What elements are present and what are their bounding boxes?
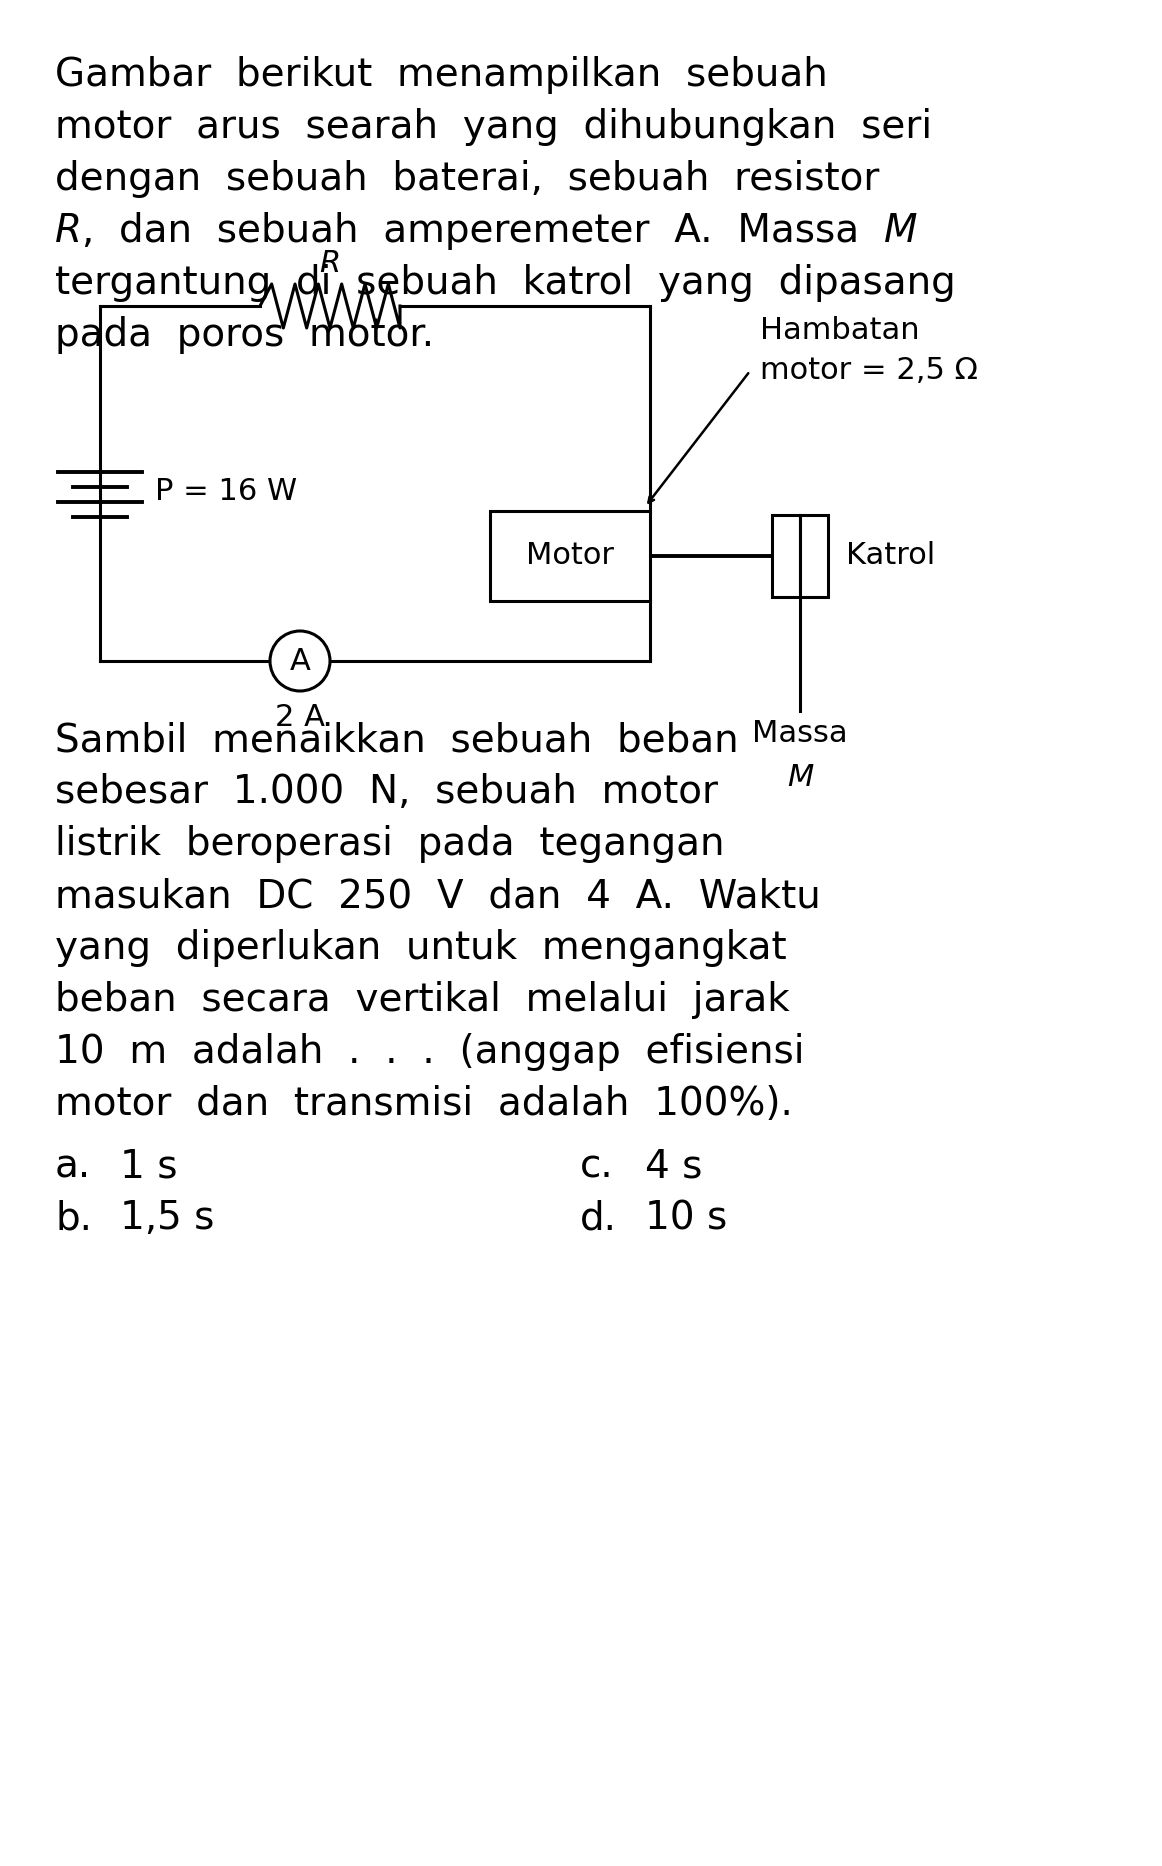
Text: Massa: Massa [752, 718, 848, 748]
Text: R: R [320, 248, 340, 278]
Text: 10 s: 10 s [645, 1200, 727, 1237]
Text: 2 A: 2 A [275, 703, 325, 731]
Text: a.: a. [55, 1148, 92, 1185]
Bar [490, 511, 650, 601]
Text: P = 16 W: P = 16 W [155, 476, 297, 506]
Text: tergantung  di  sebuah  katrol  yang  dipasang: tergantung di sebuah katrol yang dipasan… [55, 263, 956, 302]
Text: dengan  sebuah  baterai,  sebuah  resistor: dengan sebuah baterai, sebuah resistor [55, 160, 880, 198]
Text: masukan  DC  250  V  dan  4  A.  Waktu: masukan DC 250 V dan 4 A. Waktu [55, 877, 820, 914]
Text: b.: b. [55, 1200, 92, 1237]
Text: 1,5 s: 1,5 s [120, 1200, 214, 1237]
Text: R: R [55, 213, 83, 250]
Text: Motor: Motor [526, 541, 614, 571]
Text: Hambatan: Hambatan [760, 315, 919, 345]
Text: yang  diperlukan  untuk  mengangkat: yang diperlukan untuk mengangkat [55, 929, 787, 967]
Text: M: M [787, 763, 813, 791]
Text: pada  poros  motor.: pada poros motor. [55, 315, 435, 355]
Text: motor = 2,5 Ω: motor = 2,5 Ω [760, 356, 978, 384]
Text: d.: d. [580, 1200, 617, 1237]
Text: ,  dan  sebuah  amperemeter  A.  Massa: , dan sebuah amperemeter A. Massa [83, 213, 884, 250]
Text: M: M [884, 213, 917, 250]
Text: motor  arus  searah  yang  dihubungkan  seri: motor arus searah yang dihubungkan seri [55, 108, 932, 146]
Text: 4 s: 4 s [645, 1148, 702, 1185]
Text: Gambar  berikut  menampilkan  sebuah: Gambar berikut menampilkan sebuah [55, 56, 827, 93]
Bar [799, 515, 829, 597]
Text: A: A [289, 646, 310, 675]
Bar [772, 515, 799, 597]
Text: listrik  beroperasi  pada  tegangan: listrik beroperasi pada tegangan [55, 825, 724, 862]
Text: 10  m  adalah  .  .  .  (anggap  efisiensi: 10 m adalah . . . (anggap efisiensi [55, 1034, 804, 1071]
Text: 1 s: 1 s [120, 1148, 178, 1185]
Text: c.: c. [580, 1148, 614, 1185]
Circle shape [270, 631, 330, 690]
Text: beban  secara  vertikal  melalui  jarak: beban secara vertikal melalui jarak [55, 982, 790, 1019]
Text: sebesar  1.000  N,  sebuah  motor: sebesar 1.000 N, sebuah motor [55, 773, 718, 812]
Text: motor  dan  transmisi  adalah  100%).: motor dan transmisi adalah 100%). [55, 1084, 792, 1123]
Text: Katrol: Katrol [846, 541, 935, 571]
Text: Sambil  menaikkan  sebuah  beban: Sambil menaikkan sebuah beban [55, 720, 739, 759]
